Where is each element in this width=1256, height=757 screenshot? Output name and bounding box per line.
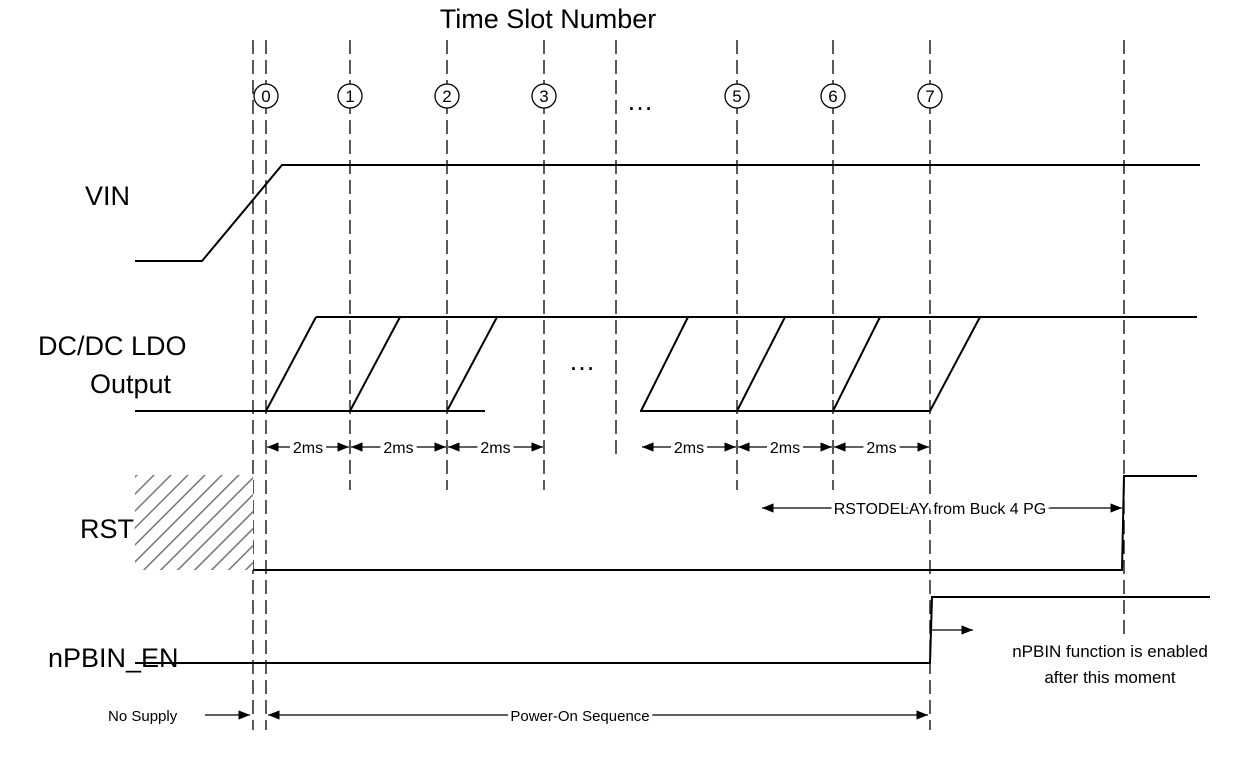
rstodelay-label: RSTODELAY from Buck 4 PG <box>834 501 1047 518</box>
interval-label: 2ms <box>770 440 800 457</box>
slot-circle <box>820 83 846 109</box>
npbin-waveform <box>135 596 1210 664</box>
slot-number: 1 <box>345 87 354 106</box>
slot-number: 2 <box>442 87 451 106</box>
intervals: 2ms 2ms 2ms 2ms 2ms 2ms <box>267 437 929 461</box>
slot-circle <box>434 83 460 109</box>
ellipsis: … <box>569 346 596 376</box>
slot-number: 3 <box>539 87 548 106</box>
title: Time Slot Number <box>440 4 657 34</box>
interval-label: 2ms <box>674 440 704 457</box>
interval-label: 2ms <box>866 440 896 457</box>
slot-circle <box>724 83 750 109</box>
slot-ellipsis: … <box>627 86 654 116</box>
slot-number: 7 <box>925 87 934 106</box>
slot-circle <box>253 83 279 109</box>
vin-waveform <box>135 164 1200 262</box>
guide-lines <box>252 40 1125 730</box>
note: after this moment <box>1044 668 1176 687</box>
no-supply-label: No Supply <box>108 708 178 725</box>
slot-number: 0 <box>261 87 270 106</box>
slot-markers: 0 1 2 3 … 5 6 7 <box>253 83 943 116</box>
slot-circle <box>917 83 943 109</box>
rsto-undefined <box>135 475 253 570</box>
power-on-label: Power-On Sequence <box>510 708 649 725</box>
interval-label: 2ms <box>383 440 413 457</box>
slot-number: 6 <box>828 87 837 106</box>
signal-label: VIN <box>85 181 130 211</box>
signal-label: nPBIN_EN <box>48 643 179 673</box>
signal-label: Output <box>90 369 172 399</box>
slot-circle <box>531 83 557 109</box>
slot-number: 5 <box>732 87 741 106</box>
rsto-waveform <box>253 475 1197 571</box>
interval-label: 2ms <box>293 440 323 457</box>
interval-label: 2ms <box>480 440 510 457</box>
dcdc-waveform <box>135 316 1197 412</box>
signal-label: DC/DC LDO <box>38 331 187 361</box>
note: nPBIN function is enabled <box>1012 642 1208 661</box>
slot-circle <box>337 83 363 109</box>
